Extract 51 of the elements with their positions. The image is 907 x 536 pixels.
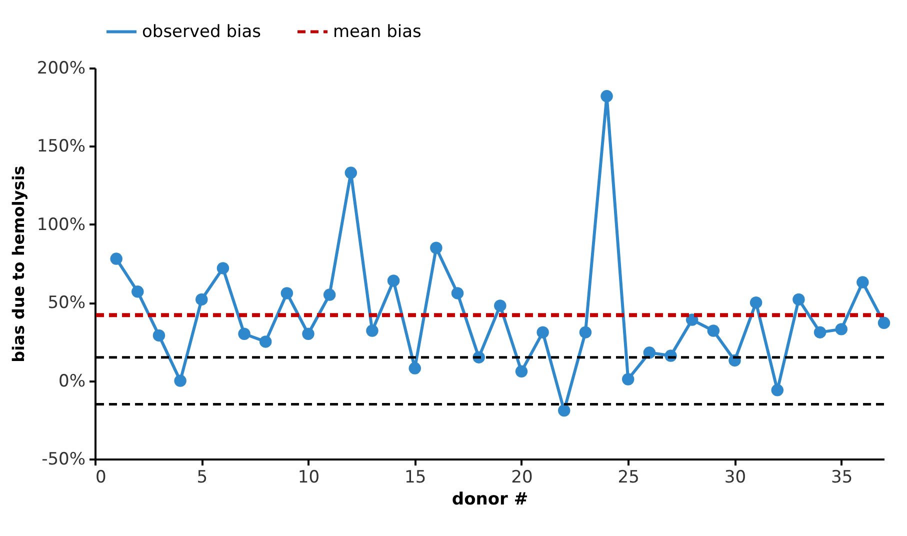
point <box>707 324 720 337</box>
point <box>814 326 826 338</box>
point <box>280 287 294 300</box>
point <box>344 166 358 179</box>
point <box>366 324 378 337</box>
x-axis-title: donor # <box>452 490 528 510</box>
y-tick-label: -50% <box>42 450 86 470</box>
point <box>579 326 592 338</box>
point <box>238 328 250 340</box>
x-tick-label: 0 <box>96 468 106 488</box>
point <box>132 286 144 298</box>
point <box>408 362 421 374</box>
legend-label: mean bias <box>333 22 422 42</box>
point <box>216 262 230 274</box>
y-tick-label: 200% <box>36 58 86 78</box>
point <box>600 90 613 102</box>
x-tick-label: 15 <box>404 468 426 488</box>
y-tick-label: 50% <box>48 293 86 314</box>
point <box>792 293 805 306</box>
point <box>771 384 784 396</box>
point <box>878 316 890 330</box>
point <box>110 252 122 265</box>
point <box>835 323 848 336</box>
point <box>387 274 400 287</box>
point <box>622 373 634 386</box>
x-tick-label: 5 <box>196 468 208 488</box>
y-axis-title: bias due to hemolysis <box>8 166 28 362</box>
x-tick-label: 10 <box>298 468 320 488</box>
y-tick-label: 100% <box>36 214 86 235</box>
point <box>750 296 762 309</box>
point <box>152 329 166 342</box>
point <box>686 314 698 326</box>
point <box>558 404 570 417</box>
x-tick-label: 25 <box>618 468 640 488</box>
point <box>302 328 314 340</box>
x-tick-label: 30 <box>724 468 746 488</box>
point <box>323 288 336 301</box>
y-tick-label: 150% <box>36 136 86 157</box>
point <box>259 336 272 348</box>
x-tick-label: 35 <box>831 468 853 488</box>
point <box>430 242 442 254</box>
point <box>451 287 464 300</box>
y-tick-label: 0% <box>58 371 86 392</box>
point <box>494 300 506 312</box>
legend-label: observed bias <box>142 22 262 42</box>
point <box>515 365 528 378</box>
x-tick-label: 20 <box>511 468 533 488</box>
point <box>174 374 186 387</box>
point <box>856 276 869 288</box>
point <box>536 326 549 338</box>
point <box>196 293 208 306</box>
